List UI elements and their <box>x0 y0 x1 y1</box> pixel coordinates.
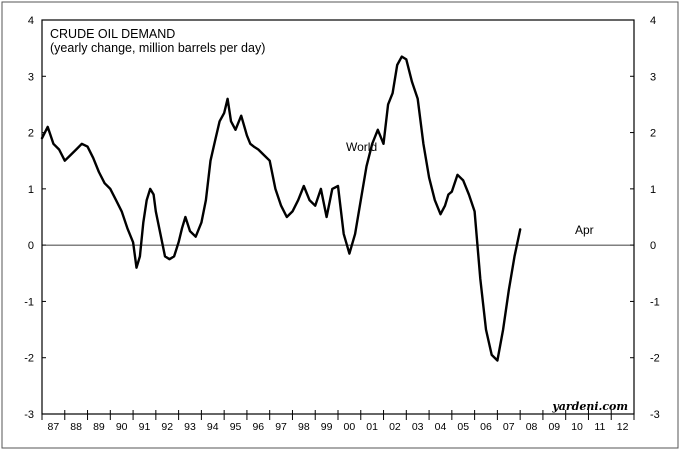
y-tick-label-left: 1 <box>28 184 34 196</box>
x-tick-label: 94 <box>207 421 219 433</box>
y-tick-label-right: -2 <box>650 353 660 365</box>
y-tick-label-left: -2 <box>24 353 34 365</box>
world-demand-line <box>40 55 522 362</box>
left-y-axis: -3 -2 -1 0 1 2 3 4 <box>24 15 46 421</box>
world-series-label: World <box>346 140 377 154</box>
x-tick-label: 99 <box>321 421 333 433</box>
x-tick-label: 96 <box>252 421 264 433</box>
x-tick-label: 10 <box>571 421 583 433</box>
y-tick-label-right: -1 <box>650 296 660 308</box>
source-credit: yardeni.com <box>551 400 628 413</box>
y-tick-label-right: -3 <box>650 409 660 421</box>
y-tick-label-right: 4 <box>650 15 656 27</box>
x-tick-label: 92 <box>161 421 173 433</box>
chart-title: CRUDE OIL DEMAND <box>50 27 175 41</box>
y-tick-label-left: 2 <box>28 128 34 140</box>
chart-subtitle: (yearly change, million barrels per day) <box>50 41 265 55</box>
x-tick-label: 11 <box>594 421 605 433</box>
x-tick-label: 97 <box>275 421 287 433</box>
x-tick-label: 06 <box>480 421 492 433</box>
y-tick-label-right: 2 <box>650 128 656 140</box>
x-axis: 87 88 89 90 91 92 93 94 95 96 97 98 99 00 01 02 03 04 05 06… <box>41 410 635 433</box>
x-tick-label: 12 <box>617 421 629 433</box>
y-tick-label-left: 4 <box>28 15 34 27</box>
x-tick-label: 88 <box>70 421 82 433</box>
x-tick-label: 02 <box>389 421 401 433</box>
x-tick-label: 07 <box>503 421 515 433</box>
x-tick-label: 08 <box>526 421 538 433</box>
x-tick-label: 05 <box>457 421 469 433</box>
x-tick-label: 98 <box>298 421 310 433</box>
y-tick-label-left: -3 <box>24 409 34 421</box>
apr-annotation: Apr <box>575 223 594 237</box>
y-tick-label-right: 3 <box>650 71 656 83</box>
x-tick-label: 09 <box>548 421 560 433</box>
x-tick-label: 87 <box>48 421 60 433</box>
x-tick-label: 95 <box>230 421 242 433</box>
right-y-axis: -3 -2 -1 0 1 2 3 4 <box>630 15 660 421</box>
y-tick-label-left: 0 <box>28 240 34 252</box>
x-tick-label: 90 <box>116 421 128 433</box>
plot-area-frame <box>41 19 635 415</box>
x-tick-label: 01 <box>366 421 378 433</box>
y-tick-label-left: -1 <box>24 296 34 308</box>
y-tick-label-left: 3 <box>28 71 34 83</box>
y-tick-label-right: 1 <box>650 184 656 196</box>
x-tick-label: 00 <box>344 421 356 433</box>
x-tick-label: 03 <box>412 421 424 433</box>
x-tick-label: 93 <box>184 421 196 433</box>
x-tick-label: 89 <box>93 421 105 433</box>
y-tick-label-right: 0 <box>650 240 656 252</box>
x-tick-label: 91 <box>139 421 151 433</box>
x-tick-label: 04 <box>435 421 447 433</box>
